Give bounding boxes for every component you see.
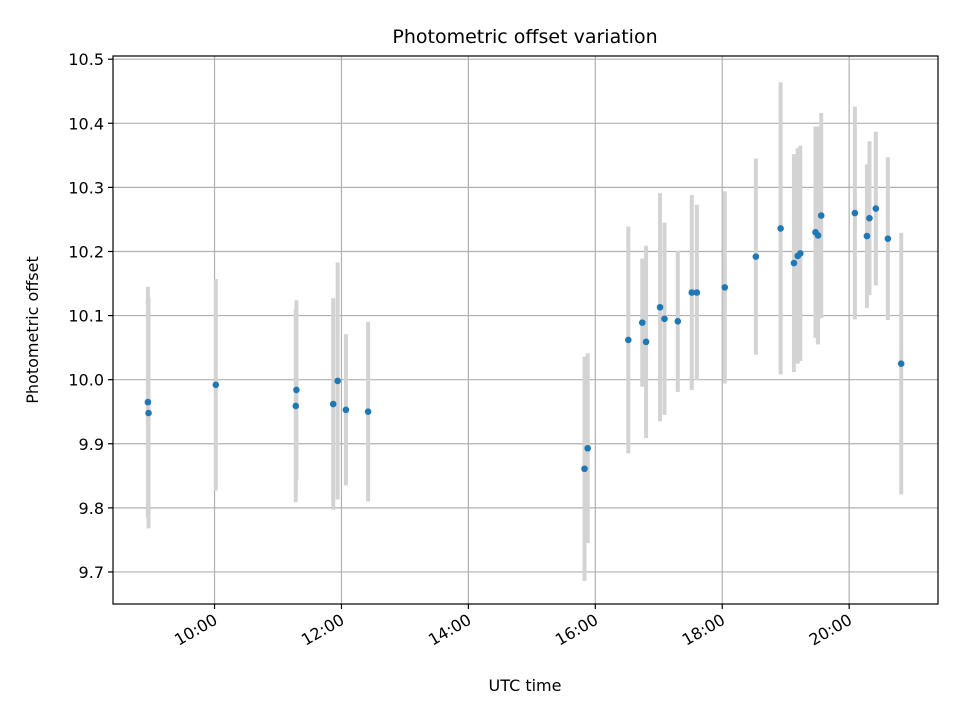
plot-frame: [112, 55, 939, 605]
y-axis-label: Photometric offset: [23, 256, 42, 404]
data-point: [897, 360, 905, 367]
data-point: [866, 214, 873, 222]
data-point: [872, 205, 880, 212]
y-tick-label: 10.4: [68, 114, 104, 133]
y-tick-label: 9.8: [79, 499, 104, 518]
data-point: [777, 225, 784, 232]
y-tick-label: 10.3: [68, 178, 104, 197]
data-point: [145, 409, 152, 417]
data-points: [144, 205, 905, 473]
data-point: [584, 444, 591, 452]
y-tick-label: 10.5: [68, 50, 104, 69]
data-point: [329, 400, 337, 408]
data-point: [334, 377, 341, 385]
data-point: [625, 336, 632, 344]
x-axis-label: UTC time: [489, 676, 562, 695]
y-tick-label: 10.0: [68, 371, 104, 390]
data-point: [790, 259, 798, 267]
data-point: [638, 319, 646, 326]
data-point: [693, 289, 701, 296]
data-point: [796, 250, 804, 257]
data-point: [884, 235, 892, 242]
data-point: [661, 315, 668, 323]
data-point: [688, 289, 696, 296]
data-point: [656, 303, 664, 311]
chart-title: Photometric offset variation: [392, 26, 657, 48]
data-point: [292, 402, 300, 410]
y-tick-label: 10.2: [68, 242, 104, 261]
y-tick-label: 9.7: [79, 563, 104, 582]
data-point: [674, 318, 682, 325]
data-point: [293, 386, 300, 394]
data-point: [721, 284, 729, 291]
data-point: [863, 232, 871, 240]
data-point: [851, 209, 859, 217]
data-point: [642, 338, 650, 346]
data-point: [817, 212, 825, 219]
data-point: [364, 408, 372, 416]
data-point: [814, 232, 822, 239]
data-point: [144, 398, 152, 406]
data-point: [212, 381, 220, 389]
y-tick-label: 9.9: [79, 435, 104, 454]
data-point: [581, 465, 588, 473]
data-point: [342, 406, 350, 414]
y-tick-label: 10.1: [68, 307, 104, 326]
data-point: [752, 253, 760, 260]
